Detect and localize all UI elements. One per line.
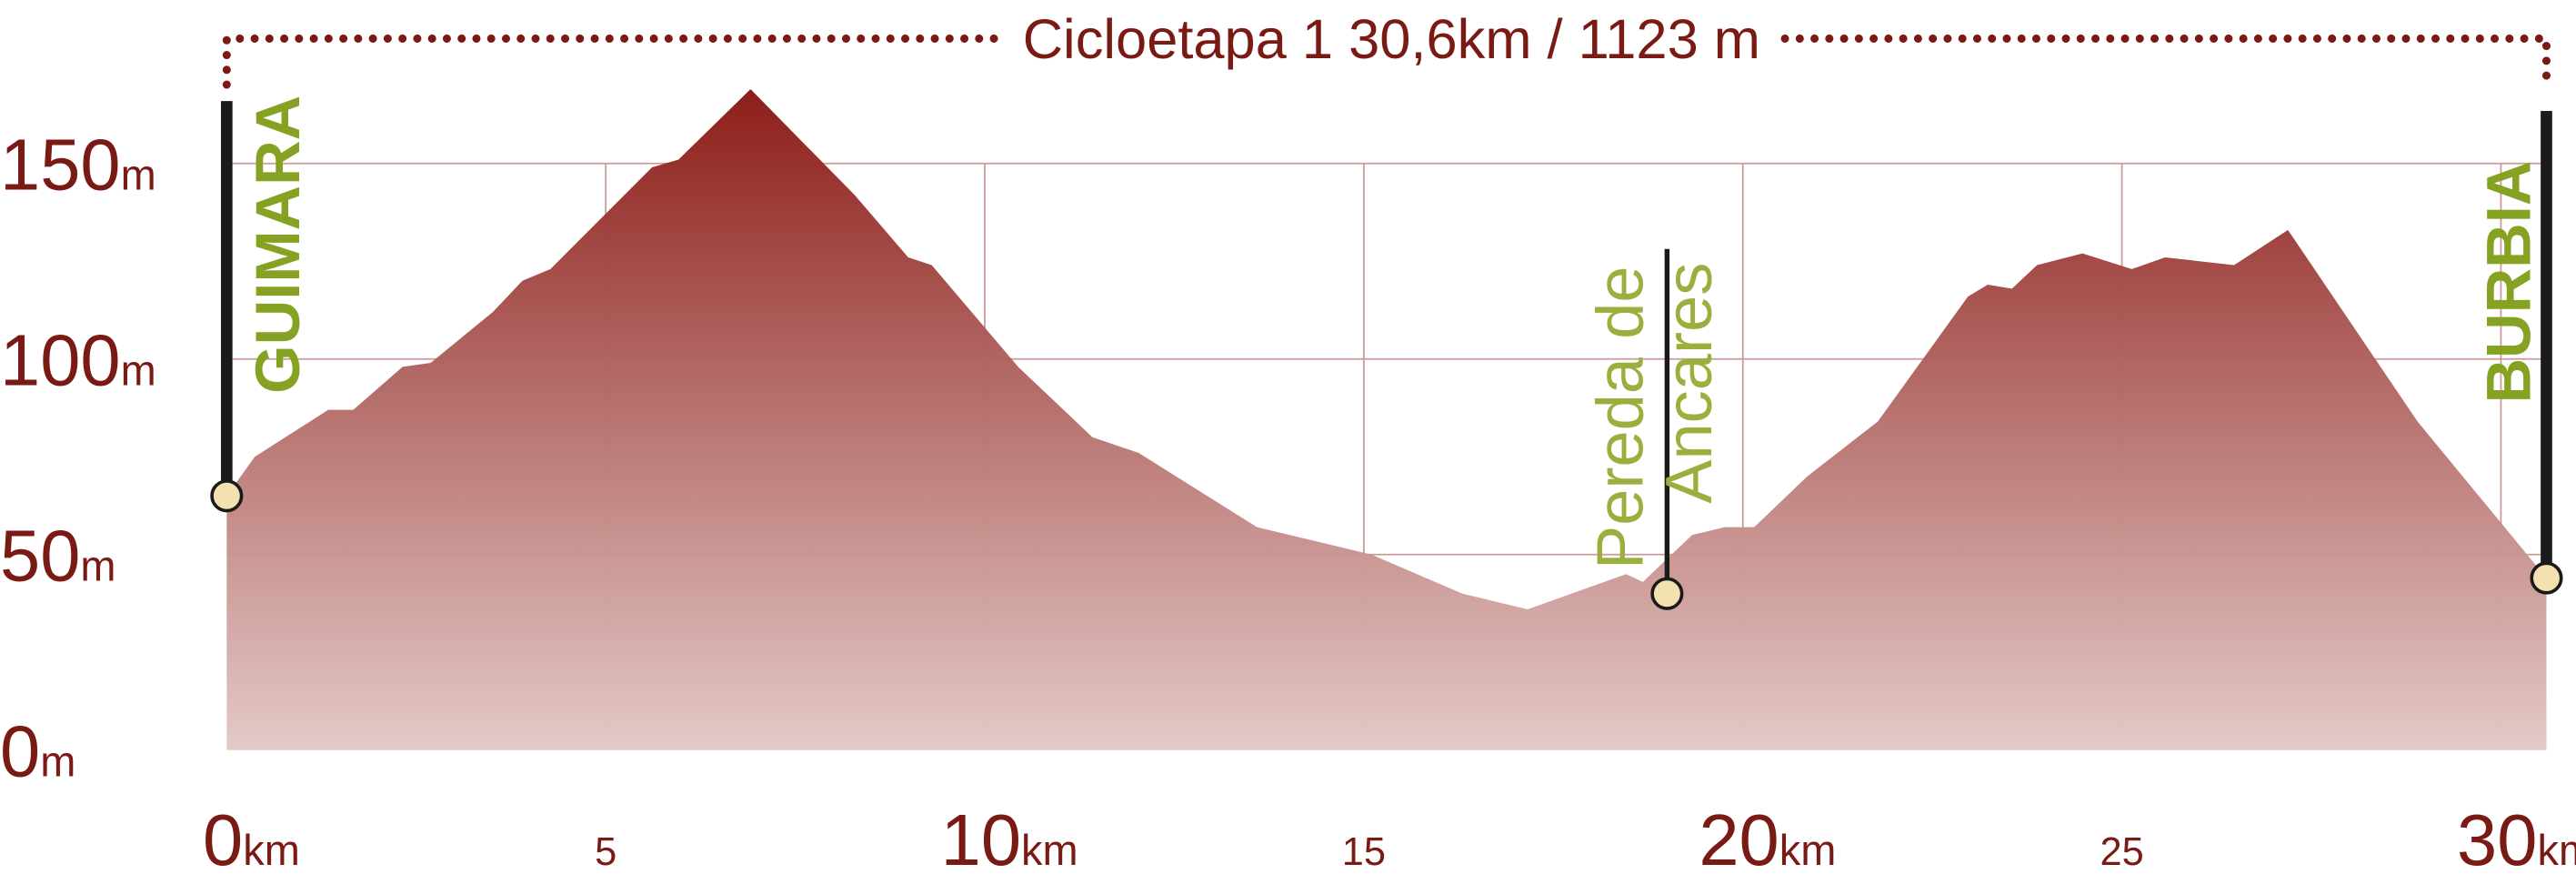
waypoint-label: BURBIA [2473,161,2543,404]
y-tick-label: 150m [0,125,156,206]
x-tick-label: 20km [1699,799,1836,880]
chart-title: Cicloetapa 1 30,6km / 1123 m [1023,8,1760,71]
waypoint-label: Ancares [1653,263,1726,504]
title-bracket [1780,34,2551,89]
x-tick-label: 15 [1342,830,1386,874]
x-tick-label: 0km [203,799,300,880]
waypoint-marker [1650,577,1684,610]
x-tick-label: 30km [2457,799,2576,880]
waypoint-marker [2530,561,2563,595]
y-tick-label: 0m [0,711,75,792]
x-tick-label: 10km [941,799,1078,880]
profile [226,89,2547,750]
annotations: 0m 50m 100m 150m 0km 5 10km 15 20km 25 30km Cicloet… [0,8,2576,880]
waypoint-label: Pereda de [1584,266,1657,570]
waypoint-label: GUIMARA [243,95,313,394]
y-tick-label: 100m [0,320,156,401]
x-tick-label: 5 [595,830,616,874]
waypoint-marker [210,479,244,513]
y-tick-label: 50m [0,516,116,597]
area [226,89,2547,750]
x-tick-label: 25 [2100,830,2143,874]
title-bracket [222,34,1003,89]
